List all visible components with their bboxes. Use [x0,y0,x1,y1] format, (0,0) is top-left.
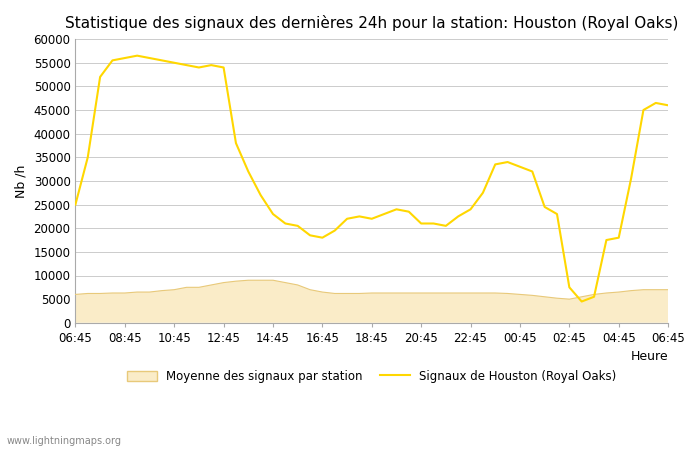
Text: www.lightningmaps.org: www.lightningmaps.org [7,436,122,446]
Title: Statistique des signaux des dernières 24h pour la station: Houston (Royal Oaks): Statistique des signaux des dernières 24… [65,15,678,31]
X-axis label: Heure: Heure [631,351,668,363]
Legend: Moyenne des signaux par station, Signaux de Houston (Royal Oaks): Moyenne des signaux par station, Signaux… [122,365,621,388]
Y-axis label: Nb /h: Nb /h [15,164,28,198]
